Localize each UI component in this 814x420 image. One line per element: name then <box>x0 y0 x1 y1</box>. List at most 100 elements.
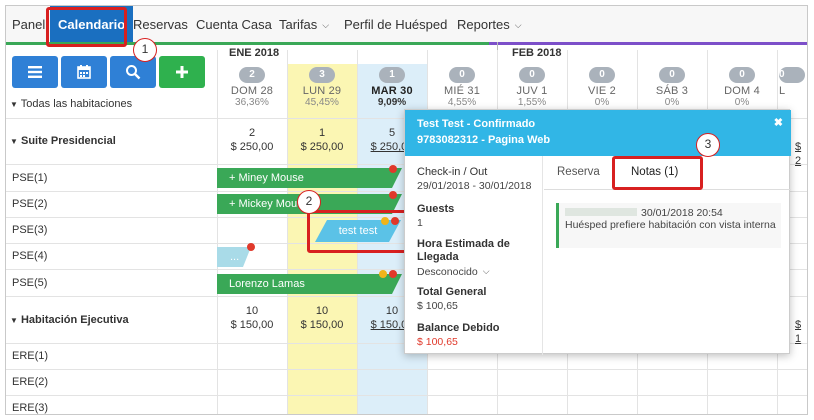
status-dot <box>247 243 255 251</box>
room-filter[interactable]: ▼ Todas las habitaciones <box>10 98 132 110</box>
grid-line <box>217 50 218 414</box>
day-occupancy: 0% <box>664 97 680 108</box>
availability-count: 5 <box>388 127 396 139</box>
rate-value: $ 150,00 <box>230 319 274 331</box>
rate-value: $ 150,00 <box>357 318 427 332</box>
availability-count: 10 <box>245 305 259 317</box>
room-label: ERE(2) <box>12 376 49 388</box>
note-item: 30/01/2018 20:54 Huésped prefiere habita… <box>556 203 781 248</box>
day-badge: 0 <box>449 67 475 83</box>
booking-label: ... <box>230 251 240 263</box>
day-header-today: 1 MAR 30 9,09% <box>357 64 427 108</box>
note-timestamp: 30/01/2018 20:54 <box>641 207 723 219</box>
day-occupancy: 9,09% <box>377 97 407 108</box>
room-filter-label: Todas las habitaciones <box>20 98 133 110</box>
nav-reservas[interactable]: Reservas <box>133 17 188 32</box>
rate-value-link[interactable]: $ 1 <box>795 319 802 345</box>
nav-reportes-label: Reportes <box>457 17 510 32</box>
tab-notas[interactable]: Notas (1) <box>631 166 679 178</box>
room-type-label: Suite Presidencial <box>20 135 116 147</box>
calendar-button[interactable] <box>61 56 107 88</box>
callout-number-2: 2 <box>297 190 321 214</box>
day-occupancy: 4,55% <box>447 97 477 108</box>
nav-accent-purple <box>489 42 807 45</box>
day-name: DOM 4 <box>724 85 760 97</box>
availability-count: 2 <box>248 127 256 139</box>
nav-cuenta-casa[interactable]: Cuenta Casa <box>196 17 272 32</box>
rate-cell[interactable]: 2 $ 250,00 <box>217 126 287 154</box>
day-occupancy: 1,55% <box>517 97 547 108</box>
rate-cell[interactable]: 10 $ 150,00 <box>357 304 427 332</box>
arrival-value: Desconocido <box>417 266 478 278</box>
callout-number-3: 3 <box>696 133 720 157</box>
guests-value: 1 <box>417 217 423 229</box>
day-header: 0 MIÉ 31 4,55% <box>427 64 497 108</box>
booking-popover: Test Test - Confirmado 9783082312 - Pagi… <box>404 109 791 355</box>
day-header: 0 JUV 1 1,55% <box>497 64 567 108</box>
day-name: SÁB 3 <box>655 85 689 97</box>
close-icon[interactable]: ✖ <box>773 117 783 129</box>
rate-cell[interactable]: 10 $ 150,00 <box>287 304 357 332</box>
popover-subtitle: 9783082312 - Pagina Web <box>417 134 551 146</box>
nav-calendario[interactable]: Calendario <box>50 6 134 44</box>
plus-icon <box>176 66 188 78</box>
room-type-ejecutiva[interactable]: ▼ Habitación Ejecutiva <box>10 314 129 326</box>
day-name: L <box>779 85 786 97</box>
calendar-frame: Panel Calendario Reservas Cuenta Casa Ta… <box>5 5 808 415</box>
booking-bar[interactable]: Lorenzo Lamas <box>217 274 402 294</box>
rate-value-link[interactable]: $ 250,00 <box>370 141 414 153</box>
month-label-jan: ENE 2018 <box>229 47 280 59</box>
day-name: MAR 30 <box>371 85 413 97</box>
room-label: PSE(2) <box>12 198 48 210</box>
room-label: PSE(5) <box>12 277 48 289</box>
day-badge: 3 <box>309 67 335 83</box>
room-type-suite[interactable]: ▼ Suite Presidencial <box>10 135 116 147</box>
rate-cell-partial[interactable]: $ 2 <box>795 140 807 168</box>
add-booking-button[interactable] <box>159 56 205 88</box>
nav-reportes[interactable]: Reportes ⌵ <box>457 6 522 44</box>
rate-value-link[interactable]: $ 150,00 <box>370 319 414 331</box>
rate-cell-partial[interactable]: $ 1 <box>795 318 807 346</box>
status-dot <box>391 217 399 225</box>
day-name: JUV 1 <box>516 85 548 97</box>
rate-cell[interactable]: 5 $ 250,00 <box>357 126 427 154</box>
note-author-redacted <box>565 208 637 216</box>
rate-value: $ 250,00 <box>230 141 274 153</box>
day-badge: 0 <box>729 67 755 83</box>
booking-bar-selected[interactable] <box>315 220 401 242</box>
day-name: VIE 2 <box>588 85 616 97</box>
grid-line <box>6 395 807 396</box>
day-badge: 2 <box>239 67 265 83</box>
balance-value: $ 100,65 <box>417 336 458 348</box>
menu-button[interactable] <box>12 56 58 88</box>
day-occupancy: 0% <box>594 97 610 108</box>
nav-perfil-huesped[interactable]: Perfil de Huésped <box>344 17 448 32</box>
balance-label: Balance Debido <box>417 322 500 334</box>
booking-bar[interactable]: + Miney Mouse <box>217 168 402 188</box>
nav-tarifas[interactable]: Tarifas ⌵ <box>279 6 329 44</box>
nav-panel[interactable]: Panel <box>12 17 46 32</box>
caret-down-icon: ▼ <box>10 100 18 109</box>
status-dot <box>389 165 397 173</box>
booking-bar-small[interactable] <box>217 247 251 267</box>
day-name: DOM 28 <box>230 85 274 97</box>
month-label-feb: FEB 2018 <box>512 47 562 59</box>
popover-title: Test Test - Confirmado <box>417 118 536 130</box>
day-badge: 0 <box>519 67 545 83</box>
chevron-down-icon: ⌵ <box>514 20 522 30</box>
callout-number-1: 1 <box>133 38 157 62</box>
tab-reserva[interactable]: Reserva <box>557 166 600 178</box>
arrival-select[interactable]: Desconocido ⌵ <box>417 266 490 278</box>
day-header: 0 L <box>777 64 807 97</box>
callout-highlight-2 <box>307 210 412 253</box>
rate-cell[interactable]: 1 $ 250,00 <box>287 126 357 154</box>
chevron-down-icon: ⌵ <box>322 20 330 30</box>
grid-line <box>6 369 807 370</box>
rate-cell[interactable]: 10 $ 150,00 <box>217 304 287 332</box>
room-label: ERE(1) <box>12 350 49 362</box>
day-name: MIÉ 31 <box>443 85 481 97</box>
day-badge: 0 <box>659 67 685 83</box>
rate-value-link[interactable]: $ 2 <box>795 141 802 167</box>
top-nav: Panel Calendario Reservas Cuenta Casa Ta… <box>6 6 807 44</box>
nav-accent-green <box>6 42 489 45</box>
